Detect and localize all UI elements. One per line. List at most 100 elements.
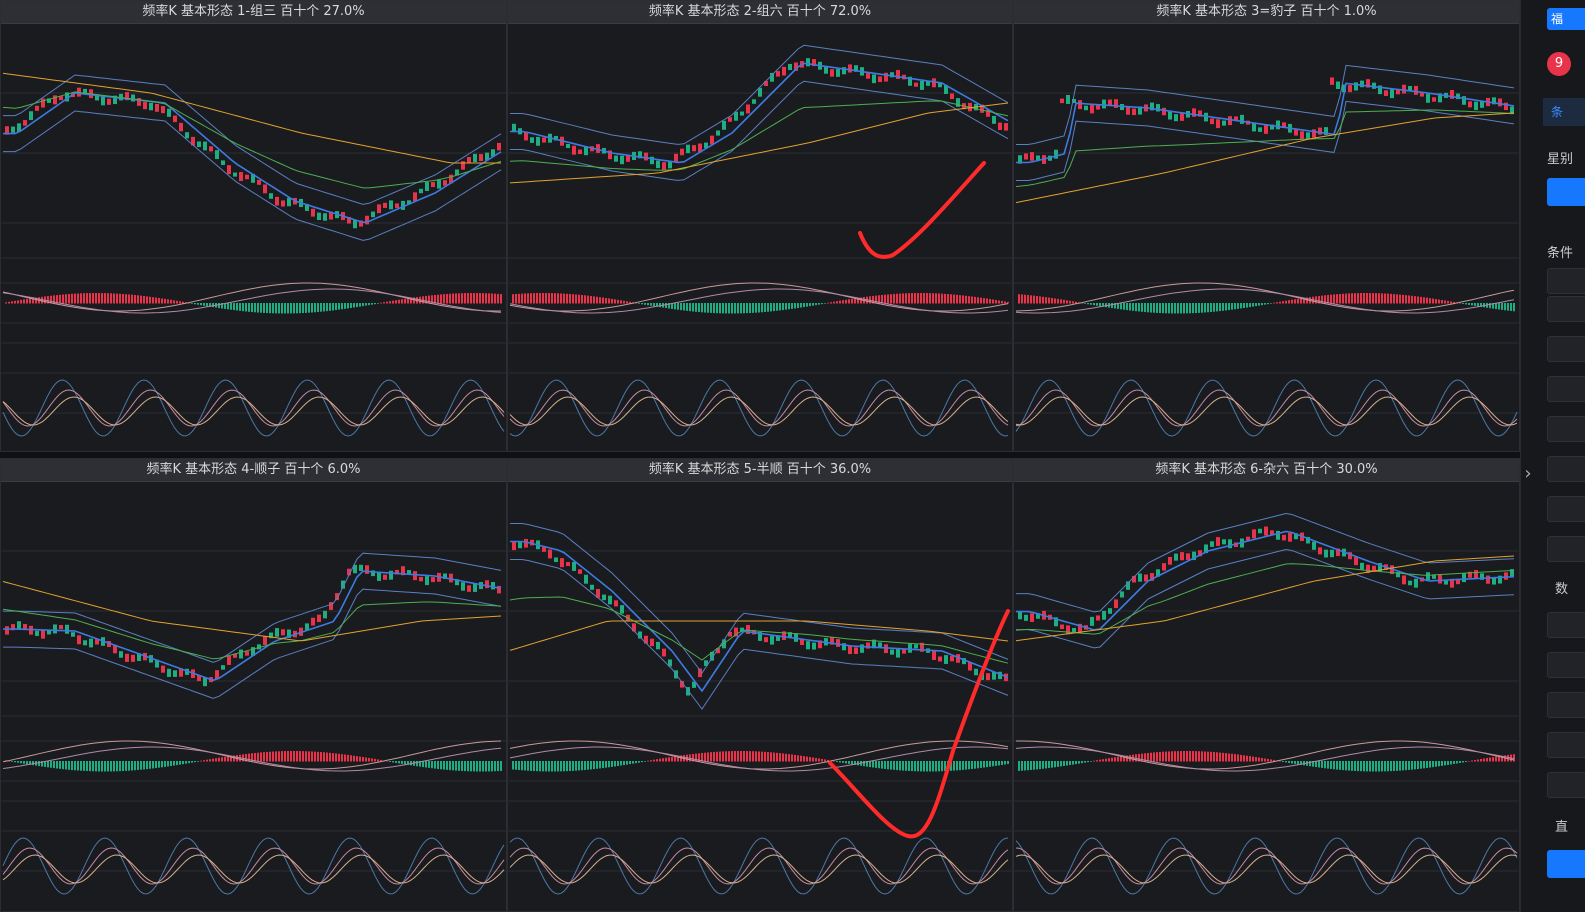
sidebar-confirm-button[interactable]	[1547, 850, 1585, 878]
condition-row[interactable]	[1547, 268, 1585, 294]
macd-bar	[1240, 303, 1242, 309]
price-candle	[95, 94, 99, 101]
price-candle	[1036, 613, 1040, 619]
kdj-d-line	[2, 854, 505, 884]
price-candle	[491, 581, 495, 590]
macd-bar	[692, 753, 694, 762]
price-candle	[1390, 89, 1394, 99]
price-candle	[287, 197, 291, 207]
price-candle	[1336, 81, 1340, 90]
price-candle	[872, 639, 876, 649]
macd-bar	[371, 758, 373, 762]
condition-row[interactable]	[1547, 772, 1585, 798]
price-candle	[890, 72, 894, 78]
macd-bar	[56, 295, 58, 304]
sidebar-top-button[interactable]: 福	[1547, 8, 1585, 30]
macd-bar	[32, 298, 34, 304]
macd-bar	[1354, 761, 1356, 771]
macd-bar	[1228, 303, 1230, 311]
price-candle	[944, 85, 948, 94]
price-candle	[1408, 85, 1412, 91]
macd-bar	[221, 757, 223, 762]
price-candle	[674, 153, 678, 162]
macd-bar	[1201, 751, 1203, 762]
macd-bar	[1393, 761, 1395, 771]
macd-bar	[932, 293, 934, 304]
macd-bar	[890, 294, 892, 304]
macd-bar	[476, 761, 478, 772]
price-candle	[854, 647, 858, 654]
price-candle	[1090, 104, 1094, 114]
macd-bar	[122, 293, 124, 304]
price-candle	[455, 579, 459, 586]
condition-row[interactable]	[1547, 496, 1585, 522]
price-candle	[317, 614, 321, 623]
tab-condition[interactable]: 条	[1543, 98, 1585, 126]
price-candle	[239, 172, 243, 182]
chart-panel-1[interactable]: 频率K 基本形态 1-组三 百十个 27.0%	[0, 0, 507, 452]
macd-bar	[1117, 756, 1119, 762]
macd-bar	[755, 303, 757, 313]
condition-row[interactable]	[1547, 416, 1585, 442]
macd-bar	[182, 761, 184, 765]
chart-panel-3[interactable]: 频率K 基本形态 3=豹子 百十个 1.0%	[1013, 0, 1520, 452]
price-candle	[548, 549, 552, 559]
price-candle	[698, 668, 702, 678]
macd-bar	[398, 299, 400, 304]
macd-bar	[65, 294, 67, 304]
price-candle	[884, 72, 888, 82]
macd-bar	[380, 302, 382, 304]
condition-row[interactable]	[1547, 692, 1585, 718]
chart-panel-5[interactable]: 频率K 基本形态 5-半顺 百十个 36.0%	[507, 458, 1013, 912]
condition-row[interactable]	[1547, 536, 1585, 562]
macd-bar	[677, 303, 679, 310]
macd-bar	[422, 761, 424, 768]
price-candle	[5, 626, 9, 635]
macd-bar	[767, 752, 769, 762]
price-candle	[1360, 562, 1364, 570]
condition-row[interactable]	[1547, 652, 1585, 678]
condition-row[interactable]	[1547, 296, 1585, 322]
macd-bar	[554, 293, 556, 304]
condition-row[interactable]	[1547, 376, 1585, 402]
macd-bar	[1246, 303, 1248, 308]
chart-panel-6[interactable]: 频率K 基本形态 6-杂六 百十个 30.0%	[1013, 458, 1520, 912]
condition-row[interactable]	[1547, 732, 1585, 758]
ma-line	[510, 540, 1009, 693]
sidebar-primary-button[interactable]	[1547, 178, 1585, 206]
macd-bar	[1366, 761, 1368, 772]
price-candle	[1282, 122, 1286, 128]
macd-bar	[983, 761, 985, 768]
price-candle	[686, 687, 690, 696]
macd-bar	[608, 298, 610, 304]
macd-bar	[26, 761, 28, 765]
macd-bar	[917, 761, 919, 772]
price-candle	[968, 662, 972, 671]
condition-row[interactable]	[1547, 456, 1585, 482]
macd-bar	[734, 751, 736, 762]
price-candle	[626, 155, 630, 162]
condition-row[interactable]	[1547, 336, 1585, 362]
sidebar-label-star: 星别	[1547, 152, 1574, 167]
macd-bar	[1444, 761, 1446, 766]
macd-bar	[248, 753, 250, 762]
price-candle	[800, 638, 804, 646]
macd-bar	[1438, 299, 1440, 304]
macd-bar	[1004, 761, 1006, 765]
chart-panel-4[interactable]: 频率K 基本形态 4-顺子 百十个 6.0%	[0, 458, 507, 912]
price-candle	[764, 637, 768, 643]
price-candle	[992, 115, 996, 124]
condition-row[interactable]	[1547, 612, 1585, 638]
price-candle	[443, 573, 447, 580]
price-candle	[782, 66, 786, 76]
macd-bar	[749, 751, 751, 762]
chevron-right-icon[interactable]: ›	[1524, 463, 1532, 484]
macd-bar	[1231, 303, 1233, 310]
price-candle	[71, 632, 75, 637]
chart-panel-2[interactable]: 频率K 基本形态 2-组六 百十个 72.0%	[507, 0, 1013, 452]
price-candle	[437, 179, 441, 189]
macd-bar	[365, 757, 367, 762]
macd-bar	[1348, 293, 1350, 304]
chart-grid: 频率K 基本形态 1-组三 百十个 27.0% 频率K 基本形态 2-组六 百十…	[0, 0, 1520, 912]
price-candle	[710, 651, 714, 661]
